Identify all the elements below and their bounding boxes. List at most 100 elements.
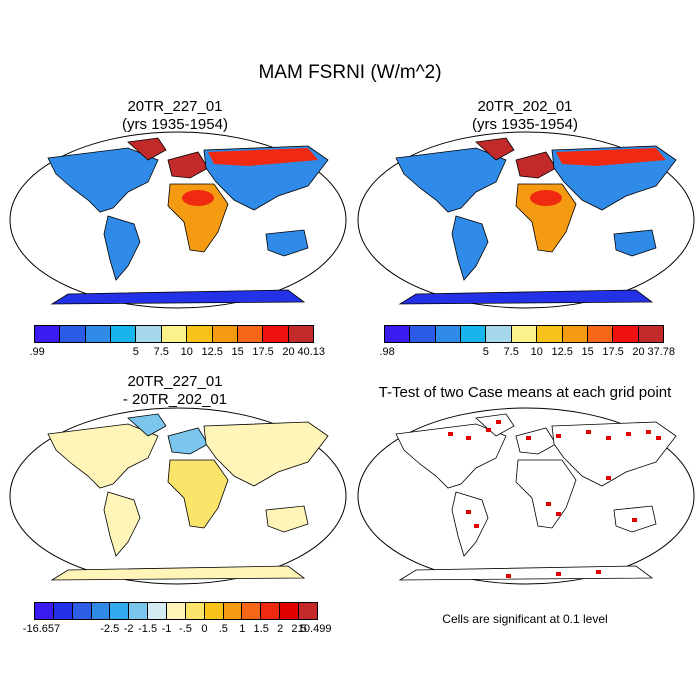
colorbar-tick-label: 20 [282, 346, 295, 358]
significant-cell [474, 524, 479, 528]
colorbar-tick-label: 10 [530, 346, 543, 358]
figure-title: MAM FSRNI (W/m^2) [258, 62, 442, 83]
colorbar-tick-label: 12.5 [201, 346, 223, 358]
colorbar-tick-label: -16.657 [22, 623, 61, 635]
colorbar-swatch [613, 326, 639, 342]
asia-landmass [551, 421, 677, 487]
significant-cell [546, 502, 551, 506]
antarctica-landmass [398, 289, 654, 305]
colorbar-swatch [385, 326, 411, 342]
greenland-landmass [475, 137, 515, 161]
colorbar-swatch [410, 326, 436, 342]
colorbar-swatch [185, 603, 205, 619]
colorbar-swatch [511, 326, 538, 342]
europe-landmass [167, 151, 209, 179]
colorbar-tick-label: 5 [132, 346, 139, 358]
significant-cell [556, 512, 561, 516]
colorbar-tick-label: 1 [239, 623, 246, 635]
significant-cell [646, 430, 651, 434]
colorbar-swatch [562, 326, 588, 342]
colorbar-swatch [212, 326, 238, 342]
map-bottom-right [357, 407, 695, 585]
significant-cell [496, 420, 501, 424]
colorbar-tick-label: 15 [231, 346, 244, 358]
colorbar-swatch [129, 603, 149, 619]
africa-landmass [167, 183, 229, 253]
colorbar-swatch [280, 603, 300, 619]
significant-cell [556, 434, 561, 438]
colorbar-tick-label: .98 [379, 346, 395, 358]
colorbar-swatch [461, 326, 487, 342]
colorbar-swatch [237, 326, 264, 342]
greenland-landmass [127, 413, 167, 437]
colorbar-tick-label: 40.13 [297, 346, 326, 358]
australia-landmass [613, 229, 657, 257]
africa-landmass [515, 459, 577, 529]
colorbar-tick-label: .5 [218, 623, 228, 635]
antarctica-landmass [398, 565, 654, 581]
significant-cell [506, 574, 511, 578]
colorbar-tick-label: 10 [180, 346, 193, 358]
colorbar-tick-label: 7.5 [503, 346, 519, 358]
colorbar-tick-label: 10.499 [297, 623, 332, 635]
antarctica-landmass [50, 289, 306, 305]
asia-landmass [203, 421, 329, 487]
europe-landmass [515, 427, 557, 455]
south-america-landmass [103, 215, 141, 281]
colorbar-swatch [148, 603, 168, 619]
colorbar-swatch [35, 326, 61, 342]
significant-cell [556, 572, 561, 576]
panel-title-bottom-right: T-Test of two Case means at each grid po… [378, 384, 672, 401]
colorbar-top-left [34, 325, 314, 343]
colorbar-tick-label: 15 [581, 346, 594, 358]
south-america-landmass [103, 491, 141, 557]
australia-landmass [265, 229, 309, 257]
map-top-left [9, 131, 347, 309]
colorbar-swatch [72, 603, 92, 619]
colorbar-swatch [91, 603, 111, 619]
high-latitude-hotspot [556, 148, 666, 166]
colorbar-labels-top-right: .98 5 7.5 10 12.5 15 17.5 20 37.78 [379, 346, 675, 360]
colorbar-tick-label: -2.5 [100, 623, 120, 635]
map-top-right [357, 131, 695, 309]
colorbar-labels-bottom-left: -16.657 -2.5 -2 -1.5 -1 -.5 0 .5 1 1.5 2 2.5 10.499 [23, 623, 332, 637]
sahara-hotspot [530, 190, 562, 206]
significant-cell [448, 432, 453, 436]
colorbar-tick-label: 0 [201, 623, 208, 635]
colorbar-tick-label: -2 [123, 623, 134, 635]
map-bottom-left [9, 407, 347, 585]
significant-cell [526, 436, 531, 440]
colorbar-tick-label: -1 [161, 623, 172, 635]
significant-cell [466, 510, 471, 514]
colorbar-swatch [223, 603, 243, 619]
colorbar-tick-label: 5 [482, 346, 489, 358]
colorbar-swatch [187, 326, 213, 342]
antarctica-landmass [50, 565, 306, 581]
significant-cell [632, 518, 637, 522]
colorbar-swatch [161, 326, 188, 342]
colorbar-swatch [263, 326, 289, 342]
colorbar-swatch [242, 603, 262, 619]
colorbar-swatch [35, 603, 54, 619]
significant-cell [596, 570, 601, 574]
colorbar-tick-label: 7.5 [153, 346, 169, 358]
sahara-hotspot [182, 190, 214, 206]
colorbar-tick-label: 17.5 [602, 346, 624, 358]
colorbar-swatch [261, 603, 281, 619]
significant-cell [656, 436, 661, 440]
colorbar-swatch [60, 326, 86, 342]
colorbar-top-right [384, 325, 664, 343]
colorbar-tick-label: 2.5 [291, 623, 307, 635]
greenland-landmass [127, 137, 167, 161]
colorbar-swatch [204, 603, 224, 619]
colorbar-swatch [53, 603, 73, 619]
colorbar-tick-label: 12.5 [551, 346, 573, 358]
colorbar-swatch [110, 603, 130, 619]
europe-landmass [167, 427, 209, 455]
colorbar-swatch [537, 326, 563, 342]
panel-title-bottom-left: 20TR_227_01- 20TR_202_01 [122, 373, 228, 408]
significance-note: Cells are significant at 0.1 level [442, 612, 608, 626]
colorbar-swatch [288, 326, 313, 342]
colorbar-bottom-left [34, 602, 318, 620]
colorbar-swatch [85, 326, 112, 342]
